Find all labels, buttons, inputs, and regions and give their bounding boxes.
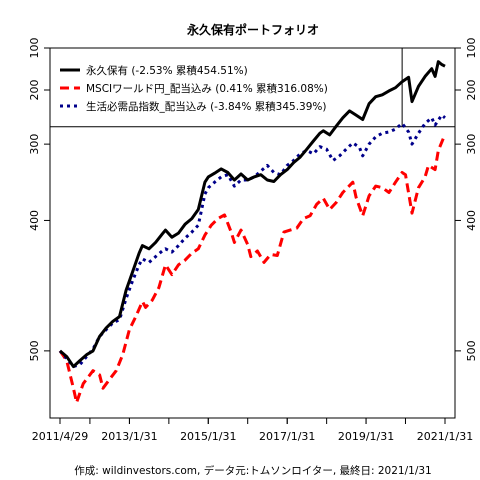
y-tick-label-right: 300 (465, 134, 478, 155)
y-tick-label-right: 200 (465, 79, 478, 100)
chart-title: 永久保有ポートフォリオ (186, 22, 319, 37)
series-line-1 (58, 133, 447, 404)
y-tick-label-right: 500 (465, 340, 478, 361)
y-tick-label-right: 100 (465, 38, 478, 59)
legend-label-0: 永久保有 (-2.53% 累積454.51%) (86, 64, 248, 77)
series-line-0 (59, 60, 446, 369)
series-line-2 (58, 113, 446, 369)
x-tick-label: 2013/1/31 (101, 430, 157, 443)
x-tick-label: 2021/1/31 (417, 430, 473, 443)
x-tick-label: 2011/4/29 (32, 430, 88, 443)
y-tick-label-left: 100 (28, 38, 41, 59)
legend-label-1: MSCIワールド円_配当込み (0.41% 累積316.08%) (86, 82, 328, 95)
y-tick-label-left: 400 (28, 210, 41, 231)
x-tick-label: 2017/1/31 (259, 430, 315, 443)
y-tick-label-left: 500 (28, 340, 41, 361)
legend-label-2: 生活必需品指数_配当込み (-3.84% 累積345.39%) (86, 100, 326, 113)
x-tick-label: 2015/1/31 (180, 430, 236, 443)
plot-area (50, 48, 455, 404)
source-credit: 作成: wildinvestors.com, データ元:トムソンロイター, 最終… (74, 464, 431, 477)
plot-frame (49, 47, 456, 419)
y-tick-label-right: 400 (465, 210, 478, 231)
axes: 500 500 400 400 300 300 200 200 100 100 2011/4/29 2… (28, 38, 478, 444)
y-tick-label-left: 200 (28, 79, 41, 100)
y-tick-label-left: 300 (28, 134, 41, 155)
x-tick-label: 2019/1/31 (338, 430, 394, 443)
legend: 永久保有 (-2.53% 累積454.51%) MSCIワールド円_配当込み (0… (60, 64, 328, 113)
